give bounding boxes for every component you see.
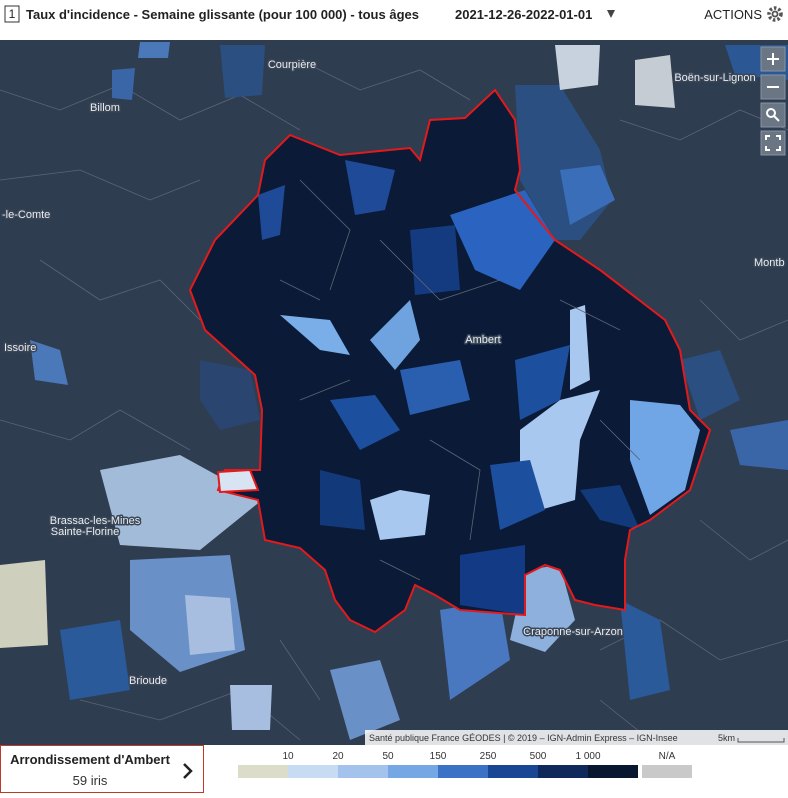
legend-label: 150 [430, 751, 447, 762]
legend-swatch [238, 765, 288, 778]
header-date[interactable]: 2021-12-26-2022-01-01 [455, 7, 592, 22]
scale-bar [737, 738, 785, 743]
map [0, 40, 788, 745]
place-label: Billom [90, 102, 120, 114]
place-label: Brioude [129, 675, 167, 687]
zoom-out[interactable] [760, 74, 786, 100]
legend-label: 10 [282, 751, 294, 762]
gear-icon[interactable] [767, 6, 783, 22]
place-label: Craponne-sur-Arzon [523, 626, 623, 638]
panel-title: Arrondissement d'Ambert [10, 752, 171, 767]
actions-button[interactable]: ACTIONS [704, 7, 762, 22]
fullscreen[interactable] [760, 130, 786, 156]
place-label: Boën-sur-Lignon [674, 72, 755, 84]
legend-swatch [388, 765, 438, 778]
date-dropdown[interactable] [607, 10, 615, 18]
attribution-bg [365, 730, 788, 745]
zoom-controls [760, 46, 786, 156]
area-panel[interactable]: Arrondissement d'Ambert 59 iris [0, 745, 204, 793]
place-label: Issoire [4, 342, 36, 354]
place-label: Brassac-les-Mines [50, 515, 141, 527]
zoom-in[interactable] [760, 46, 786, 72]
legend-swatch [288, 765, 338, 778]
place-label: Courpière [268, 59, 316, 71]
legend-label: 1 000 [575, 751, 600, 762]
legend-label: 500 [530, 751, 547, 762]
legend-swatch [338, 765, 388, 778]
legend: 10 20 50 150 250 500 1 000 N/A [238, 751, 692, 778]
place-label: Montb [754, 257, 785, 269]
header-bar [0, 0, 788, 40]
header-number: 1 [9, 7, 16, 21]
legend-swatch [438, 765, 488, 778]
legend-label: N/A [659, 751, 676, 762]
legend-label: 250 [480, 751, 497, 762]
place-label: Sainte-Florine [51, 526, 119, 538]
number-box [4, 5, 20, 23]
place-label: -le-Comte [2, 209, 50, 221]
legend-swatch [488, 765, 538, 778]
search[interactable] [760, 102, 786, 128]
header-title: Taux d'incidence - Semaine glissante (po… [26, 7, 419, 22]
legend-label: 50 [382, 751, 394, 762]
panel-subtitle: 59 iris [73, 773, 108, 788]
legend-swatch [588, 765, 638, 778]
legend-swatch-na [642, 765, 692, 778]
attribution: Santé publique France GÉODES | © 2019 – … [369, 733, 678, 743]
legend-label: 20 [332, 751, 344, 762]
legend-swatch [538, 765, 588, 778]
scale-label: 5km [718, 733, 735, 743]
place-label: Ambert [465, 334, 500, 346]
